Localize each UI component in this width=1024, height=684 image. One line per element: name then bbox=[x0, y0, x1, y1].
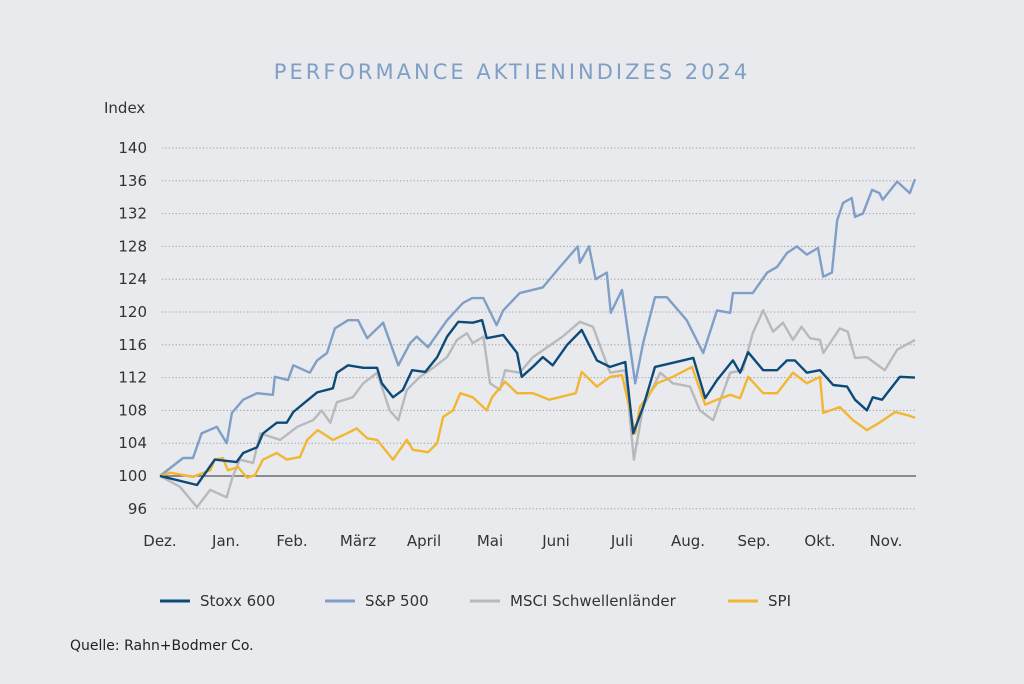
y-tick-label: 100 bbox=[118, 467, 147, 485]
x-tick-label: Nov. bbox=[870, 532, 903, 550]
y-tick-label: 96 bbox=[128, 500, 147, 518]
x-tick-label: Juli bbox=[610, 532, 633, 550]
series-lines bbox=[159, 178, 917, 509]
legend-item: Stoxx 600 bbox=[160, 592, 275, 610]
y-tick-label: 124 bbox=[118, 270, 147, 288]
x-tick-label: Jan. bbox=[211, 532, 240, 550]
series-line-s-p-500 bbox=[159, 178, 917, 477]
legend-label: Stoxx 600 bbox=[200, 592, 275, 610]
x-tick-label: Juni bbox=[541, 532, 570, 550]
legend-item: MSCI Schwellenländer bbox=[470, 592, 677, 610]
series-line-stoxx-600 bbox=[159, 319, 916, 487]
x-tick-label: April bbox=[407, 532, 441, 550]
y-tick-label: 112 bbox=[118, 369, 147, 387]
series-line-msci-schwellenl-nder bbox=[159, 309, 916, 509]
x-tick-label: Dez. bbox=[143, 532, 176, 550]
series-line-spi bbox=[159, 365, 916, 479]
legend-label: MSCI Schwellenländer bbox=[510, 592, 677, 610]
x-tick-label: Mai bbox=[477, 532, 503, 550]
x-tick-label: Aug. bbox=[671, 532, 705, 550]
x-tick-labels: Dez. Jan. Feb. März April Mai Juni Juli Aug. Sep.… bbox=[143, 532, 902, 550]
chart-title: PERFORMANCE AKTIENINDIZES 2024 bbox=[274, 60, 750, 84]
legend-label: SPI bbox=[768, 592, 791, 610]
source-note: Quelle: Rahn+Bodmer Co. bbox=[70, 638, 254, 654]
y-tick-labels: 140 136 132 128 124 120 116 112 108 104 100 96 bbox=[118, 139, 147, 518]
x-tick-label: Feb. bbox=[276, 532, 307, 550]
y-tick-label: 108 bbox=[118, 401, 147, 419]
gridlines bbox=[162, 147, 916, 510]
y-axis-label: Index bbox=[104, 99, 145, 117]
x-tick-label: März bbox=[340, 532, 376, 550]
y-tick-label: 136 bbox=[118, 172, 147, 190]
y-tick-label: 104 bbox=[118, 434, 147, 452]
y-tick-label: 128 bbox=[118, 237, 147, 255]
x-tick-label: Sep. bbox=[737, 532, 770, 550]
y-tick-label: 120 bbox=[118, 303, 147, 321]
y-tick-label: 132 bbox=[118, 205, 147, 223]
legend-item: S&P 500 bbox=[325, 592, 429, 610]
legend-label: S&P 500 bbox=[365, 592, 429, 610]
x-tick-label: Okt. bbox=[804, 532, 835, 550]
legend-item: SPI bbox=[728, 592, 791, 610]
legend: Stoxx 600 S&P 500 MSCI Schwellenländer SPI bbox=[160, 592, 791, 610]
y-tick-label: 140 bbox=[118, 139, 147, 157]
y-tick-label: 116 bbox=[118, 336, 147, 354]
